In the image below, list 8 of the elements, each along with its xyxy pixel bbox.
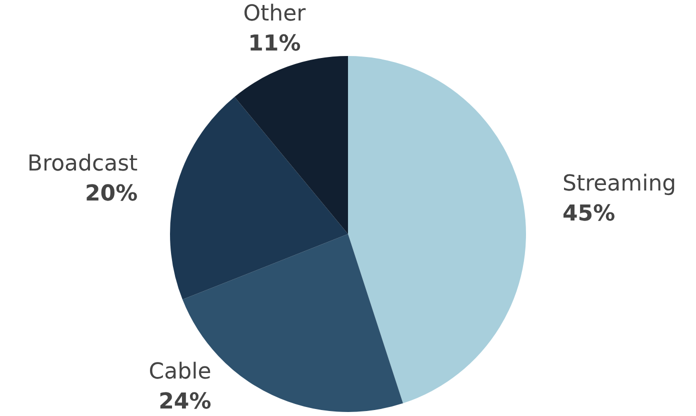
slice-label: Other [243,1,307,26]
data-label: 45% [562,202,616,227]
data-label: 24% [158,390,212,415]
slice-label: Cable [148,360,212,385]
slice-label: Streaming [562,172,676,197]
slice-label: Broadcast [27,152,138,177]
data-label: 20% [84,182,138,207]
data-label: 11% [248,31,301,56]
